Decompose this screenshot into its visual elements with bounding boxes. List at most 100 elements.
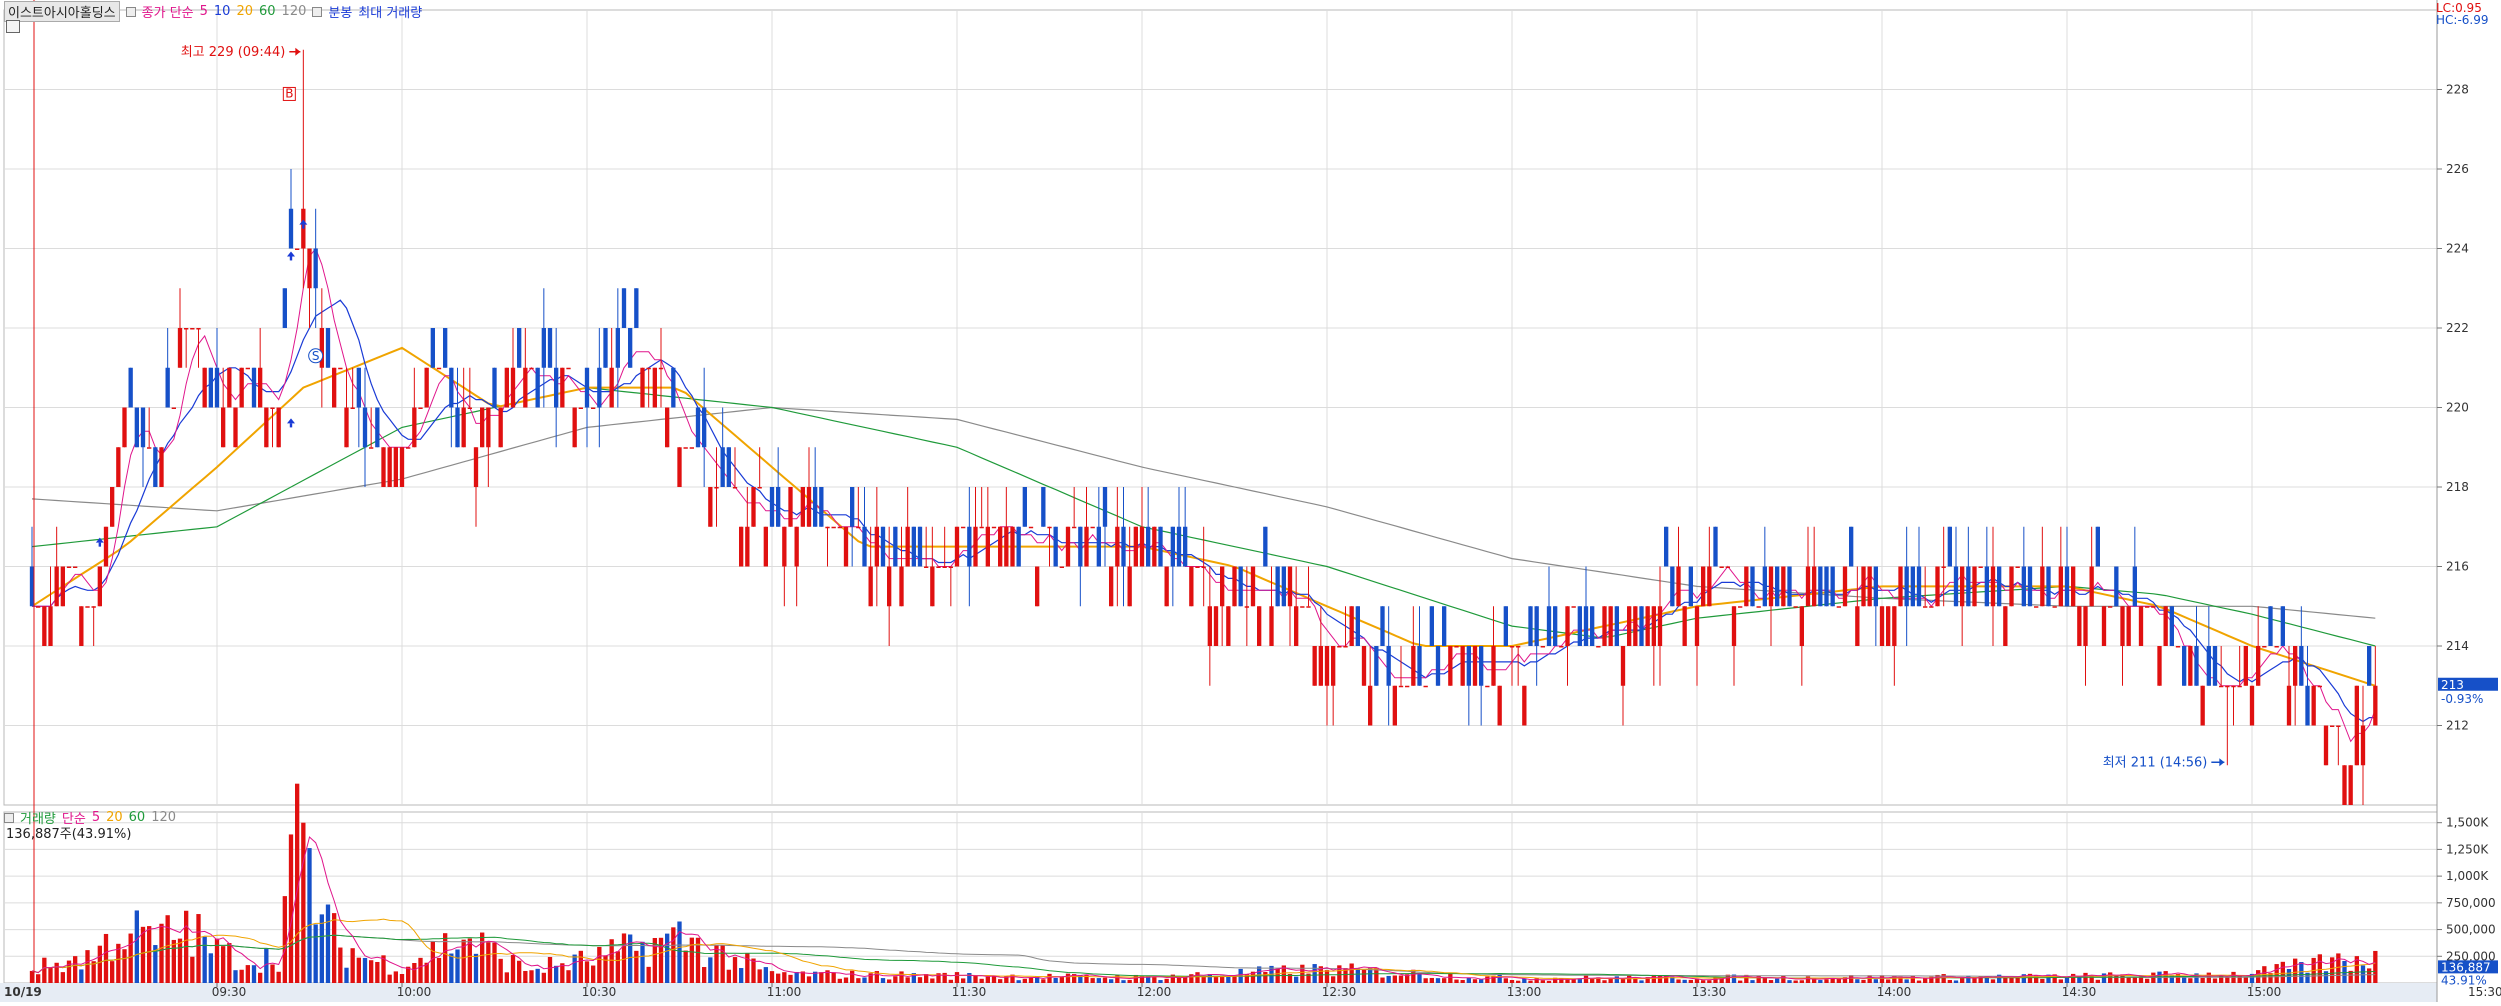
candle-body: [1183, 526, 1188, 567]
candle-body: [54, 566, 59, 607]
candle-body: [1879, 606, 1885, 646]
volume-bar: [208, 953, 213, 983]
candle-body: [1411, 646, 1416, 686]
candle-body: [628, 328, 633, 368]
volume-bar: [2342, 960, 2347, 983]
volume-bar: [1429, 977, 1434, 983]
volume-bar: [615, 951, 620, 983]
candle-body: [1516, 646, 1521, 648]
candle-body: [523, 367, 528, 408]
candle-body: [924, 566, 929, 568]
volume-bar: [1300, 964, 1305, 983]
volume-bar: [2354, 956, 2359, 983]
volume-bar: [79, 969, 84, 983]
high-price-label: 최고 229 (09:44): [181, 45, 286, 60]
candle-body: [1898, 566, 1903, 607]
time-tick-label: 10:00: [397, 985, 432, 999]
candle-body: [1522, 685, 1527, 726]
volume-bar: [825, 970, 830, 983]
candle-body: [1460, 646, 1465, 686]
volume-bar: [751, 958, 756, 983]
volume-bar: [467, 938, 472, 983]
volume-bar: [1281, 965, 1286, 983]
volume-bar: [1608, 978, 1613, 983]
volume-bar: [510, 955, 516, 983]
candle-body: [288, 208, 294, 249]
candle-body: [1028, 526, 1034, 529]
candle-body: [1571, 606, 1576, 608]
candle-body: [2373, 685, 2378, 726]
volume-bar: [924, 974, 929, 983]
volume-bar: [2299, 962, 2304, 983]
candle-body: [2095, 526, 2100, 567]
volume-bar: [603, 955, 608, 983]
time-tick-label: 12:00: [1137, 985, 1172, 999]
candle-body: [122, 407, 127, 448]
volume-bar: [566, 970, 571, 983]
candle-body: [480, 407, 485, 448]
candle-body: [443, 328, 448, 368]
volume-bar: [2323, 971, 2329, 983]
buy-signal-marker[interactable]: B: [285, 86, 293, 100]
volume-bar: [1904, 979, 1909, 983]
volume-label: 거래량: [20, 812, 56, 827]
volume-bar: [2182, 977, 2187, 983]
candle-body: [2114, 566, 2119, 607]
volume-bar: [776, 973, 781, 983]
candle-body: [714, 487, 719, 489]
candle-body: [1904, 566, 1909, 607]
candle-body: [1250, 566, 1256, 607]
candle-body: [134, 407, 139, 448]
candle-body: [1509, 646, 1515, 648]
volume-bar: [270, 964, 275, 983]
candle-body: [375, 407, 380, 448]
candle-body: [1078, 526, 1083, 567]
sell-signal-marker[interactable]: S: [312, 349, 320, 363]
settings-icon[interactable]: [125, 6, 136, 17]
volume-bar: [646, 966, 651, 983]
volume-bar: [1349, 963, 1354, 983]
volume-bar: [227, 943, 232, 983]
volume-bar: [1417, 974, 1422, 983]
volume-bar: [837, 978, 842, 983]
volume-bar: [29, 970, 35, 983]
candle-body: [1818, 566, 1823, 607]
volume-bar: [954, 972, 960, 983]
volume-bar: [221, 946, 226, 983]
volume-bar: [2083, 972, 2088, 983]
candle-body: [1966, 566, 1971, 607]
volume-bar: [1287, 974, 1293, 983]
volume-bar: [1084, 974, 1089, 983]
interval-icon[interactable]: [312, 6, 323, 17]
volume-bar: [1824, 979, 1829, 983]
volume-bar: [418, 957, 423, 983]
volume-bar: [1485, 976, 1490, 983]
volume-bar: [1041, 979, 1046, 983]
stock-name[interactable]: 이스트아시아홀딩스: [4, 1, 120, 22]
candle-body: [504, 367, 509, 408]
volume-settings-icon[interactable]: [4, 812, 14, 823]
volume-bar: [48, 967, 53, 983]
buy-marker-box: [282, 86, 296, 101]
candle-body: [911, 526, 916, 567]
candle-body: [1133, 526, 1138, 567]
current-price-tag: 213: [2441, 678, 2464, 692]
candle-body: [1960, 566, 1965, 607]
candle-body: [1910, 566, 1915, 607]
volume-bar: [578, 950, 583, 983]
buy-signal-arrow-stem: [302, 224, 305, 229]
candle-body: [578, 407, 583, 409]
candle-body: [42, 606, 47, 646]
candle-body: [1448, 646, 1453, 686]
volume-bar: [1509, 979, 1515, 983]
chart-menu-icon[interactable]: [6, 20, 20, 33]
volume-bar: [54, 962, 59, 983]
candle-body: [1775, 566, 1780, 607]
volume-bar: [942, 972, 947, 983]
volume-bar: [998, 979, 1003, 983]
candle-body: [2083, 606, 2088, 646]
volume-bar: [2188, 978, 2193, 983]
candle-body: [2015, 566, 2020, 568]
candle-body: [1984, 566, 1989, 607]
